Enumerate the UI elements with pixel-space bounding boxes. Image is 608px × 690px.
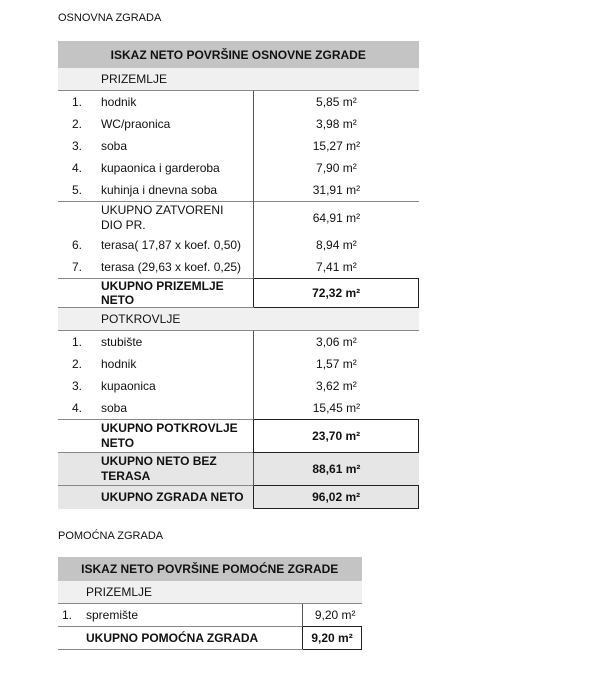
row-value: 7,90 m² xyxy=(253,157,419,179)
row-number: 3. xyxy=(72,139,83,153)
table-row: 1. spremište 9,20 m² xyxy=(58,603,362,627)
table-row: 2. hodnik 1,57 m² xyxy=(58,353,419,375)
row-value: 3,62 m² xyxy=(253,375,419,397)
aux-caption: POMOĆNA ZGRADA xyxy=(58,530,164,542)
aux-section: PRIZEMLJE xyxy=(79,581,362,604)
row-value: 8,94 m² xyxy=(253,234,419,256)
table-title: ISKAZ NETO POVRŠINE OSNOVNE ZGRADE xyxy=(58,41,419,68)
potkrovlje-total-value: 23,70 m² xyxy=(253,419,419,453)
row-label: kupaonica i garderoba xyxy=(100,161,220,175)
row-number: 3. xyxy=(72,379,83,393)
prizemlje-total-label: UKUPNO PRIZEMLJE NETO xyxy=(94,278,254,308)
row-number: 4. xyxy=(72,161,83,175)
table-row: 4. kupaonica i garderoba 7,90 m² xyxy=(58,157,419,179)
row-label: soba xyxy=(100,139,127,153)
closed-total-label: UKUPNO ZATVORENI DIO PR. xyxy=(94,201,254,234)
row-number: 7. xyxy=(72,260,83,274)
table-row: 7. terasa (29,63 x koef. 0,25) 7,41 m² xyxy=(58,256,419,279)
row-value: 1,57 m² xyxy=(253,353,419,375)
aux-building-table: ISKAZ NETO POVRŠINE POMOĆNE ZGRADE PRIZE… xyxy=(58,557,362,650)
row-number: 1. xyxy=(72,95,83,109)
row-number: 4. xyxy=(72,401,83,415)
prizemlje-total-value: 72,32 m² xyxy=(253,278,419,308)
row-label: kupaonica xyxy=(100,379,156,393)
row-value: 3,98 m² xyxy=(253,113,419,135)
section-prizemlje: PRIZEMLJE xyxy=(94,68,419,91)
row-value: 15,27 m² xyxy=(253,135,419,157)
grand-total-label: UKUPNO ZGRADA NETO xyxy=(94,485,254,509)
row-value: 31,91 m² xyxy=(253,179,419,202)
row-number: 6. xyxy=(72,238,83,252)
row-label: stubište xyxy=(100,335,143,349)
row-label: hodnik xyxy=(100,357,137,371)
no-terrace-total-label: UKUPNO NETO BEZ TERASA xyxy=(94,452,254,486)
row-label: kuhinja i dnevna soba xyxy=(100,183,218,197)
no-terrace-total-value: 88,61 m² xyxy=(253,452,419,486)
main-building-table: ISKAZ NETO POVRŠINE OSNOVNE ZGRADE PRIZE… xyxy=(58,41,419,509)
row-label: terasa (29,63 x koef. 0,25) xyxy=(100,260,242,274)
table-row: 3. soba 15,27 m² xyxy=(58,135,419,157)
row-value: 7,41 m² xyxy=(253,256,419,279)
aux-total-value: 9,20 m² xyxy=(302,626,362,650)
row-value: 3,06 m² xyxy=(253,330,419,353)
row-label: WC/praonica xyxy=(100,117,171,131)
table-row: 5. kuhinja i dnevna soba 31,91 m² xyxy=(58,179,419,202)
grand-total-value: 96,02 m² xyxy=(253,485,419,509)
table-row: 1. stubište 3,06 m² xyxy=(58,330,419,353)
row-number: 2. xyxy=(72,357,83,371)
row-number: 1. xyxy=(62,608,73,622)
row-label: soba xyxy=(100,401,127,415)
table-row: 3. kupaonica 3,62 m² xyxy=(58,375,419,397)
table-row: 6. terasa( 17,87 x koef. 0,50) 8,94 m² xyxy=(58,234,419,256)
potkrovlje-total-label: UKUPNO POTKROVLJE NETO xyxy=(94,419,254,453)
aux-total-label: UKUPNO POMOĆNA ZGRADA xyxy=(79,626,303,650)
row-label: spremište xyxy=(85,608,138,622)
row-label: hodnik xyxy=(100,95,137,109)
row-value: 9,20 m² xyxy=(302,603,362,627)
row-label: terasa( 17,87 x koef. 0,50) xyxy=(100,238,242,252)
main-caption: OSNOVNA ZGRADA xyxy=(58,12,162,24)
section-potkrovlje: POTKROVLJE xyxy=(94,307,419,331)
aux-table-title: ISKAZ NETO POVRŠINE POMOĆNE ZGRADE xyxy=(58,557,362,581)
row-number: 1. xyxy=(72,335,83,349)
row-value: 15,45 m² xyxy=(253,397,419,420)
row-value: 5,85 m² xyxy=(253,90,419,113)
table-row: 4. soba 15,45 m² xyxy=(58,397,419,420)
table-row: 1. hodnik 5,85 m² xyxy=(58,90,419,113)
table-row: 2. WC/praonica 3,98 m² xyxy=(58,113,419,135)
row-number: 5. xyxy=(72,183,83,197)
closed-total-value: 64,91 m² xyxy=(253,201,419,234)
row-number: 2. xyxy=(72,117,83,131)
